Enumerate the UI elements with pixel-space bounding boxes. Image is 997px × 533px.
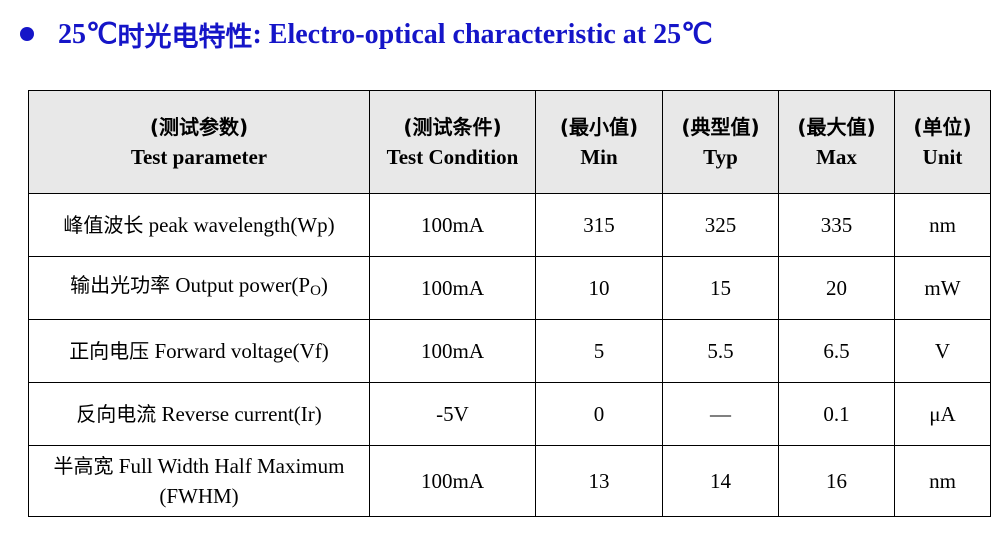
typ-cell: 325 bbox=[662, 193, 779, 257]
bullet-icon bbox=[20, 27, 34, 41]
condition-cell: 100mA bbox=[369, 445, 536, 517]
header-test-condition: (测试条件) Test Condition bbox=[369, 90, 536, 194]
param-cn: 峰值波长 bbox=[63, 213, 144, 237]
min-cell: 13 bbox=[535, 445, 663, 517]
header-cn: (测试条件) bbox=[403, 115, 502, 139]
header-max: (最大值) Max bbox=[778, 90, 895, 194]
table-row: 半高宽 Full Width Half Maximum (FWHM) 100mA … bbox=[28, 445, 991, 517]
typ-cell: 14 bbox=[662, 445, 779, 517]
table-row: 反向电流 Reverse current(Ir) -5V 0 — 0.1 μA bbox=[28, 382, 991, 446]
param-sub: O bbox=[310, 283, 321, 299]
section-heading: 25℃ 时光电特性 : Electro-optical characterist… bbox=[20, 14, 713, 54]
header-en: Typ bbox=[703, 145, 738, 169]
max-cell: 20 bbox=[778, 256, 895, 320]
param-tail: ) bbox=[320, 273, 328, 297]
header-en: Test parameter bbox=[130, 145, 268, 169]
condition-cell: 100mA bbox=[369, 193, 536, 257]
unit-cell: V bbox=[894, 319, 991, 383]
header-test-parameter: (测试参数) Test parameter bbox=[28, 90, 370, 194]
param-cell: 正向电压 Forward voltage(Vf) bbox=[28, 319, 370, 383]
header-cn: (测试参数) bbox=[149, 115, 249, 139]
param-cn: 正向电压 bbox=[69, 339, 150, 363]
header-cn: (单位) bbox=[913, 115, 972, 139]
param-cell: 半高宽 Full Width Half Maximum (FWHM) bbox=[28, 445, 370, 517]
param-en: Output power(P bbox=[175, 273, 311, 297]
header-en: Min bbox=[580, 145, 618, 169]
param-cn: 反向电流 bbox=[76, 402, 157, 426]
param-cell: 反向电流 Reverse current(Ir) bbox=[28, 382, 370, 446]
max-cell: 335 bbox=[778, 193, 895, 257]
param-cell: 峰值波长 peak wavelength(Wp) bbox=[28, 193, 370, 257]
param-cn: 半高宽 bbox=[53, 454, 114, 478]
condition-cell: -5V bbox=[369, 382, 536, 446]
condition-cell: 100mA bbox=[369, 319, 536, 383]
param-en: peak wavelength(Wp) bbox=[148, 213, 335, 237]
param-en: Full Width Half Maximum bbox=[118, 454, 345, 478]
header-min: (最小值) Min bbox=[535, 90, 663, 194]
table-row: 正向电压 Forward voltage(Vf) 100mA 5 5.5 6.5… bbox=[28, 319, 991, 383]
max-cell: 16 bbox=[778, 445, 895, 517]
unit-cell: nm bbox=[894, 445, 991, 517]
max-cell: 6.5 bbox=[778, 319, 895, 383]
electro-optical-table: (测试参数) Test parameter (测试条件) Test Condit… bbox=[28, 90, 991, 517]
header-cn: (最小值) bbox=[559, 115, 639, 139]
table-row: 输出光功率 Output power(PO) 100mA 10 15 20 mW bbox=[28, 256, 991, 320]
min-cell: 10 bbox=[535, 256, 663, 320]
header-unit: (单位) Unit bbox=[894, 90, 991, 194]
param-cell: 输出光功率 Output power(PO) bbox=[28, 256, 370, 320]
unit-cell: nm bbox=[894, 193, 991, 257]
min-cell: 0 bbox=[535, 382, 663, 446]
header-en: Test Condition bbox=[386, 145, 519, 169]
unit-cell: μA bbox=[894, 382, 991, 446]
param-en: Forward voltage(Vf) bbox=[154, 339, 329, 363]
table-row: 峰值波长 peak wavelength(Wp) 100mA 315 325 3… bbox=[28, 193, 991, 257]
typ-cell: 5.5 bbox=[662, 319, 779, 383]
typ-cell: 15 bbox=[662, 256, 779, 320]
header-typ: (典型值) Typ bbox=[662, 90, 779, 194]
heading-chinese: 时光电特性 bbox=[117, 21, 253, 53]
min-cell: 5 bbox=[535, 319, 663, 383]
param-en: Reverse current(Ir) bbox=[161, 402, 322, 426]
heading-english: : Electro-optical characteristic at 25℃ bbox=[252, 19, 713, 50]
header-cn: (最大值) bbox=[797, 115, 876, 139]
heading-temperature: 25℃ bbox=[58, 19, 118, 50]
header-cn: (典型值) bbox=[681, 115, 760, 139]
table-header-row: (测试参数) Test parameter (测试条件) Test Condit… bbox=[28, 90, 991, 194]
header-en: Max bbox=[816, 145, 857, 169]
condition-cell: 100mA bbox=[369, 256, 536, 320]
header-en: Unit bbox=[922, 145, 963, 169]
param-en-2: (FWHM) bbox=[159, 484, 239, 508]
max-cell: 0.1 bbox=[778, 382, 895, 446]
param-cn: 输出光功率 bbox=[70, 273, 171, 297]
unit-cell: mW bbox=[894, 256, 991, 320]
typ-cell: — bbox=[662, 382, 779, 446]
min-cell: 315 bbox=[535, 193, 663, 257]
